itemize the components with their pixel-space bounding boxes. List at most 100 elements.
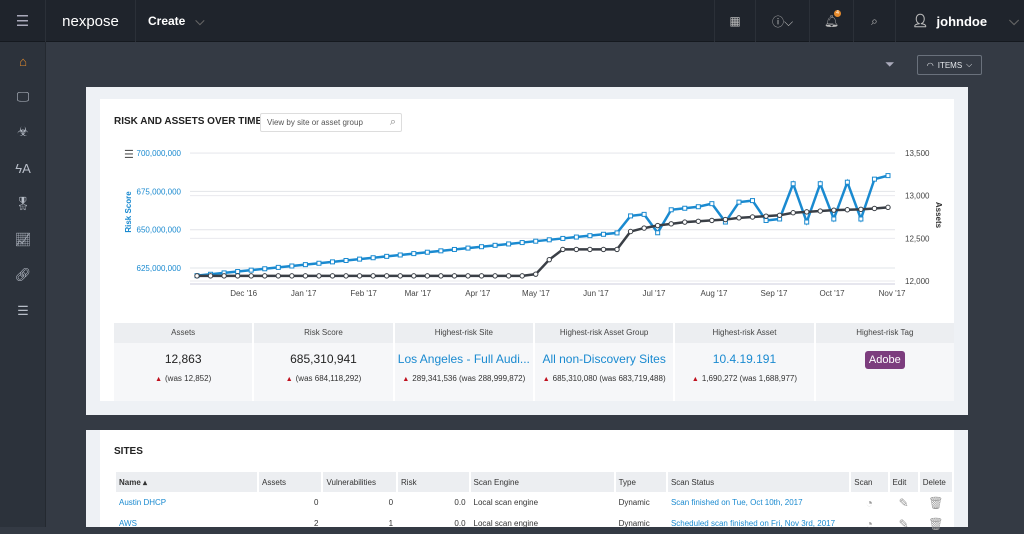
assets-point [627, 228, 634, 235]
risk-point [641, 211, 647, 217]
delete-trash-icon[interactable]: 🗑︎ [928, 495, 944, 510]
type-cell: Dynamic [618, 498, 650, 507]
user-menu[interactable]: 👤︎ johndoe ⌵ [896, 0, 1024, 42]
summary-value[interactable]: 10.4.19.191 [712, 352, 777, 366]
edit-pencil-icon[interactable]: ✎ [898, 495, 909, 510]
risk-point [370, 255, 376, 261]
risk-point [858, 216, 864, 222]
trend-up-icon: ▲ [285, 376, 293, 383]
sub-toolbar [46, 42, 1024, 87]
link-icon[interactable]: 🔗︎ [14, 267, 32, 282]
assets-point [207, 273, 214, 279]
column-header[interactable]: Risk [398, 472, 469, 492]
summary-header: Highest-risk Site [394, 323, 533, 343]
site-name-link[interactable]: Austin DHCP [119, 498, 167, 507]
risk-point [275, 264, 281, 270]
risk-point [411, 251, 417, 257]
column-header[interactable]: Type [615, 472, 666, 492]
tag-badge[interactable]: Adobe [864, 351, 905, 369]
risk-point [628, 213, 634, 219]
certificate-icon[interactable]: 🎖︎ [14, 196, 32, 211]
notifications-icon[interactable]: 🔔︎ 4 [810, 0, 854, 42]
report-chart-icon[interactable]: 📈︎ [14, 232, 32, 247]
x-tick-label: Feb '17 [350, 289, 377, 298]
scan-status-link[interactable]: Scheduled scan finished on Fri, Nov 3rd,… [670, 519, 836, 528]
assets-point [356, 273, 363, 279]
monitor-icon[interactable]: 🖵 [16, 89, 30, 104]
chevron-down-icon: ⌵ [1009, 13, 1019, 28]
sites-title: SITES [114, 446, 143, 457]
summary-delta: ▲ 289,341,536 (was 288,999,872) [395, 374, 533, 383]
site-group-search-input[interactable]: View by site or asset group ⌕ [260, 113, 402, 132]
assets-point [600, 246, 607, 253]
chart-menu-icon: ☰ [124, 149, 134, 161]
delta-text: (was 684,118,292) [295, 374, 362, 383]
summary-value[interactable]: All non-Discovery Sites [542, 352, 666, 366]
x-tick-label: Aug '17 [701, 289, 728, 298]
home-icon[interactable]: ⌂ [19, 53, 27, 69]
summary-highest-risk-tag: Highest-risk Tag Adobe [815, 323, 954, 401]
scan-icon[interactable]: ◔ [865, 516, 874, 531]
delta-text: 289,341,536 (was 288,999,872) [412, 374, 526, 383]
risk-point [302, 262, 308, 268]
column-header[interactable]: Delete [919, 472, 952, 492]
logo[interactable]: nexpose [46, 0, 136, 42]
calculator-icon[interactable]: ▦ [714, 0, 756, 42]
assets-point [234, 273, 241, 279]
assets-point [438, 273, 444, 279]
create-menu[interactable]: Create ⌵ [136, 0, 216, 42]
trend-up-icon: ▲ [402, 376, 410, 383]
policy-icon[interactable]: ϟA [15, 160, 31, 176]
assets-point [587, 246, 593, 253]
x-tick-label: Dec '16 [230, 289, 257, 298]
vulns-cell: 0 [388, 498, 394, 507]
items-button[interactable]: ◠ ITEMS ⌵ [917, 55, 982, 75]
assets-point [397, 273, 403, 279]
assets-point [451, 273, 458, 279]
delete-trash-icon[interactable]: 🗑︎ [928, 516, 944, 531]
summary-value[interactable]: Los Angeles - Full Audi... [397, 352, 530, 366]
biohazard-icon[interactable]: ☣ [17, 124, 29, 139]
edit-pencil-icon[interactable]: ✎ [898, 516, 909, 531]
assets-cell: 2 [314, 519, 319, 528]
column-header[interactable]: Vulnerabilities [323, 472, 397, 492]
table-row: AWS 2 1 0.0 Local scan engine Dynamic Sc… [116, 513, 952, 534]
search-icon[interactable]: ⌕ [854, 0, 896, 42]
assets-point [790, 210, 796, 216]
assets-point [844, 207, 851, 213]
column-header[interactable]: Scan Status [667, 472, 850, 492]
assets-point [194, 273, 200, 279]
series-line-risk-score [196, 174, 889, 277]
y2-tick-label: 13,500 [905, 149, 930, 158]
column-header[interactable]: Assets [259, 472, 322, 492]
hamburger-menu-icon[interactable]: ☰ [0, 0, 46, 42]
summary-header: Highest-risk Tag [815, 323, 954, 343]
column-header[interactable]: Scan [851, 472, 888, 492]
filter-icon[interactable]: ⏷ [885, 57, 895, 71]
risk-point [682, 205, 688, 211]
help-icon[interactable]: ⓘ⌵ [756, 0, 810, 42]
assets-point [654, 222, 661, 229]
x-tick-label: Oct '17 [820, 289, 846, 298]
risk-point [763, 218, 769, 224]
items-label: ITEMS [937, 60, 963, 70]
scan-icon[interactable]: ◔ [865, 495, 874, 510]
assets-point [614, 246, 620, 253]
assets-point [573, 246, 580, 253]
column-header[interactable]: Name ▴ [116, 472, 258, 492]
x-tick-label: Mar '17 [405, 289, 432, 298]
risk-point [573, 234, 579, 240]
column-header[interactable]: Edit [889, 472, 918, 492]
site-name-link[interactable]: AWS [119, 519, 137, 528]
assets-point [560, 246, 566, 253]
risk-title: RISK AND ASSETS OVER TIME [114, 116, 263, 127]
column-header[interactable]: Scan Engine [470, 472, 614, 492]
x-tick-label: May '17 [522, 289, 550, 298]
summary-delta: ▲ (was 684,118,292) [254, 374, 392, 383]
y-tick-label: 700,000,000 [137, 149, 182, 158]
assets-point [709, 217, 715, 224]
risk-point [235, 269, 241, 275]
summary-delta: ▲ 1,690,272 (was 1,688,977) [675, 374, 813, 383]
scan-status-link[interactable]: Scan finished on Tue, Oct 10th, 2017 [670, 498, 803, 507]
list-icon[interactable]: ☰ [17, 303, 29, 318]
